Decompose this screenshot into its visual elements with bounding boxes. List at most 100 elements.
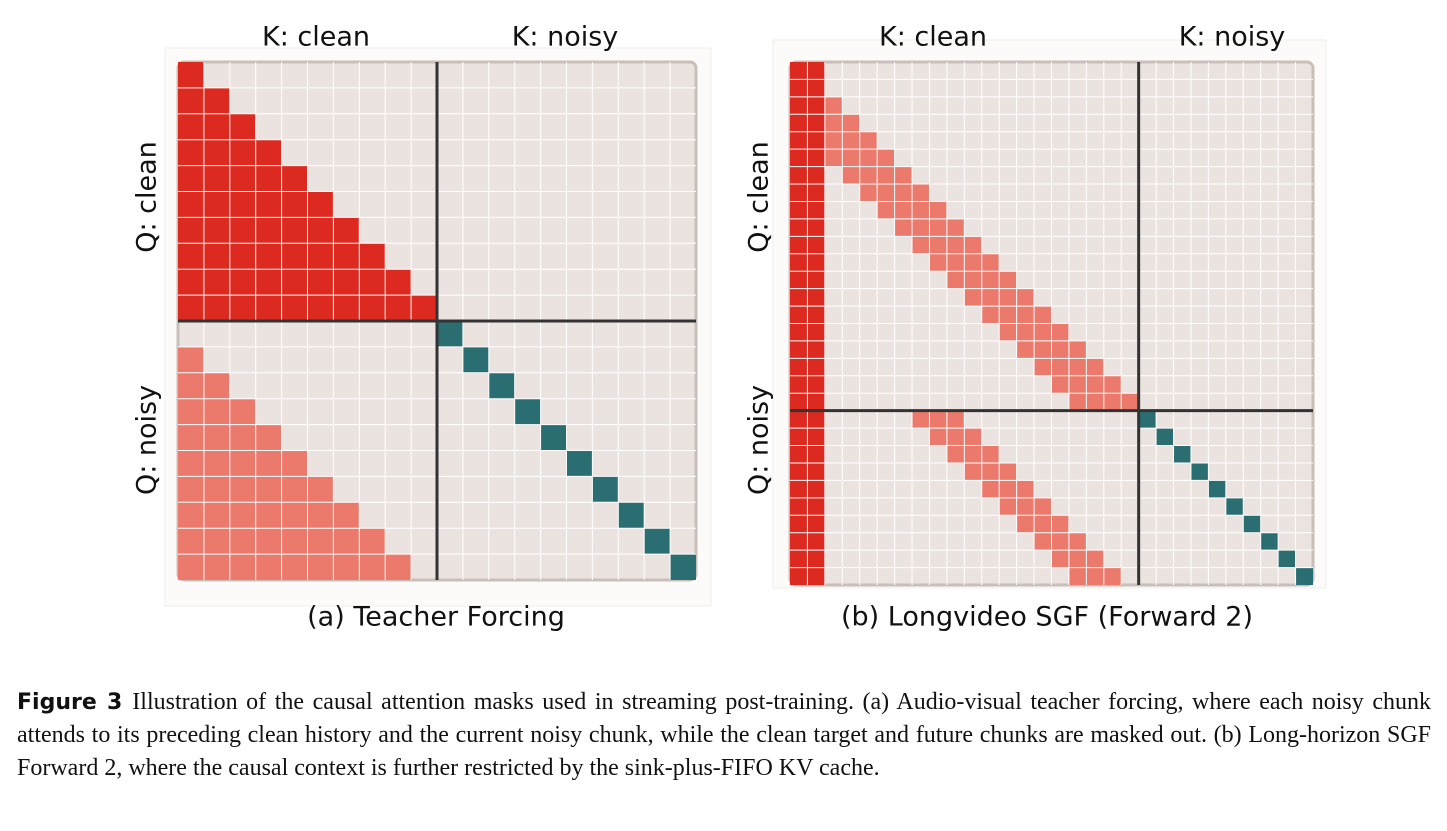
mask-cell: [307, 243, 334, 270]
mask-cell: [281, 243, 308, 270]
mask-cell: [1034, 358, 1052, 376]
mask-cell: [281, 554, 308, 580]
mask-cell: [1086, 358, 1104, 376]
mask-cell: [807, 375, 825, 394]
mask-cell: [281, 450, 308, 477]
mask-cell: [411, 295, 437, 321]
mask-cell: [964, 253, 982, 272]
mask-cell: [1068, 532, 1087, 551]
mask-cell: [1051, 532, 1069, 551]
mask-cell: [946, 218, 965, 237]
mask-cell: [807, 306, 825, 324]
mask-cell: [229, 502, 256, 529]
mask-cell: [790, 340, 808, 359]
mask-cell: [842, 114, 860, 132]
mask-cell: [912, 218, 930, 237]
mask-cell: [981, 306, 1000, 324]
mask-cell: [229, 217, 256, 244]
mask-cell: [807, 166, 825, 185]
mask-cell: [790, 218, 808, 237]
mask-cell: [203, 87, 230, 114]
mask-cell: [1138, 410, 1157, 429]
mask-cell: [333, 554, 360, 580]
mask-cell: [255, 476, 282, 503]
mask-cell: [178, 62, 204, 88]
mask-cell: [807, 253, 825, 272]
mask-cell: [894, 184, 913, 202]
caption-label: Figure 3: [17, 690, 123, 715]
mask-cell: [178, 295, 204, 321]
mask-cell: [790, 462, 808, 481]
mask-cell: [807, 114, 825, 132]
mask-cell: [229, 476, 256, 503]
mask-cell: [1278, 550, 1296, 568]
mask-cell: [964, 445, 982, 463]
mask-cell: [946, 236, 965, 254]
mask-cell: [929, 410, 947, 429]
mask-cell: [1068, 358, 1087, 376]
mask-cell: [1051, 340, 1069, 359]
mask-cell: [255, 191, 282, 218]
mask-cell: [178, 113, 204, 140]
mask-cell: [790, 131, 808, 150]
mask-cell: [824, 96, 843, 115]
mask-cell: [807, 323, 825, 341]
mask-cell: [229, 424, 256, 451]
mask-cell: [333, 243, 360, 270]
mask-cell: [790, 96, 808, 115]
mask-cell: [229, 295, 256, 321]
row-label: Q: clean: [744, 141, 775, 253]
mask-cell: [203, 165, 230, 192]
col-label: K: clean: [879, 22, 987, 53]
mask-cell: [807, 201, 825, 219]
mask-cell: [255, 424, 282, 451]
mask-cell: [807, 550, 825, 568]
mask-cell: [1051, 515, 1069, 533]
mask-cell: [946, 253, 965, 272]
mask-a: [176, 60, 698, 582]
mask-cell: [255, 450, 282, 477]
mask-cell: [842, 149, 860, 167]
mask-cell: [1156, 428, 1174, 446]
mask-cell: [359, 295, 386, 321]
mask-cell: [281, 528, 308, 555]
mask-cell: [203, 243, 230, 270]
mask-cell: [229, 113, 256, 140]
mask-cell: [790, 515, 808, 533]
mask-cell: [981, 480, 1000, 498]
mask-cell: [359, 269, 386, 296]
mask-cell: [842, 131, 860, 150]
mask-cell: [566, 450, 593, 477]
mask-cell: [929, 236, 947, 254]
mask-cell: [385, 554, 412, 580]
mask-cell: [807, 184, 825, 202]
mask-cell: [999, 462, 1017, 481]
mask-cell: [1068, 550, 1087, 568]
mask-cell: [790, 236, 808, 254]
mask-cell: [178, 450, 204, 477]
mask-cell: [1068, 340, 1087, 359]
mask-cell: [203, 554, 230, 580]
mask-cell: [790, 323, 808, 341]
mask-cell: [807, 218, 825, 237]
mask-cell: [790, 271, 808, 289]
mask-cell: [1295, 567, 1313, 585]
mask-cell: [670, 554, 696, 580]
mask-cell: [824, 149, 843, 167]
mask-cell: [790, 306, 808, 324]
mask-cell: [807, 410, 825, 429]
mask-cell: [1034, 532, 1052, 551]
mask-cell: [1034, 497, 1052, 516]
mask-cell: [359, 554, 386, 580]
mask-cell: [307, 269, 334, 296]
mask-cell: [203, 217, 230, 244]
mask-cell: [178, 398, 204, 425]
mask-cell: [859, 166, 878, 185]
mask-cell: [1051, 358, 1069, 376]
mask-cell: [1016, 323, 1035, 341]
mask-cell: [912, 236, 930, 254]
mask-cell: [981, 462, 1000, 481]
mask-cell: [807, 515, 825, 533]
mask-cell: [333, 217, 360, 244]
mask-cell: [203, 424, 230, 451]
